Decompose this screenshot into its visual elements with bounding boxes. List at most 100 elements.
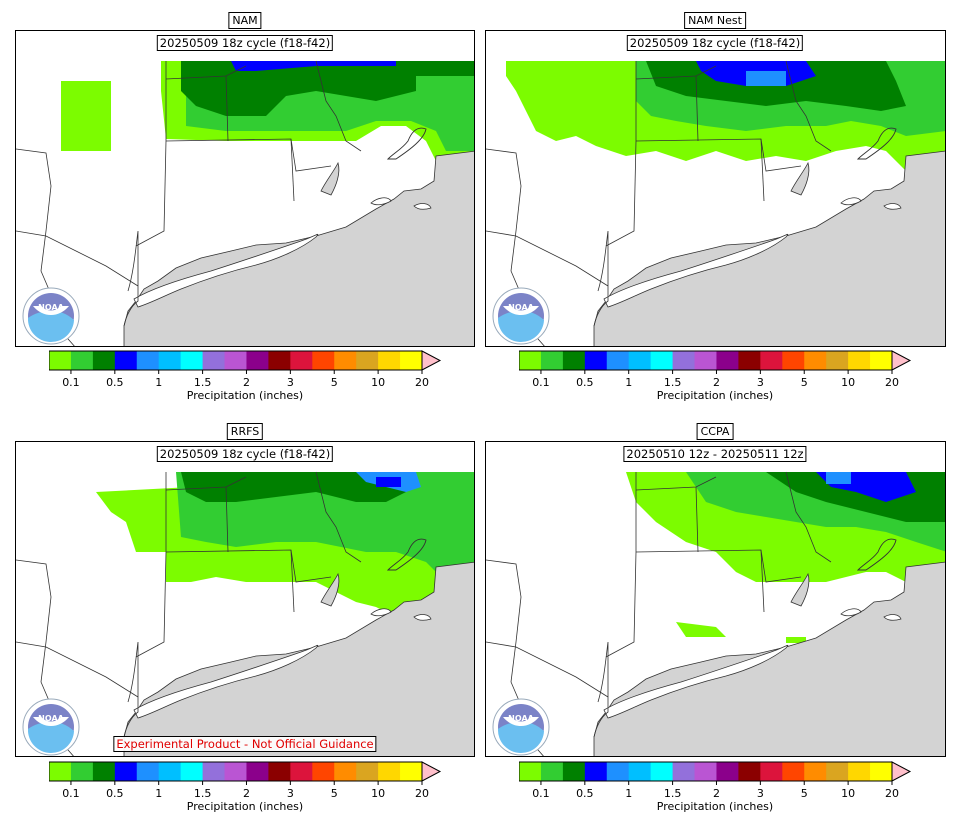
state-border [486, 641, 609, 698]
colorbar-swatch [519, 762, 542, 781]
colorbar-swatch [312, 762, 335, 781]
long-island [133, 233, 319, 308]
colorbar-swatch [224, 762, 247, 781]
precip-cell [826, 472, 851, 484]
colorbar-svg [519, 350, 912, 374]
colorbar-tick-label: 1 [155, 376, 163, 389]
colorbar-extend-arrow [421, 350, 442, 371]
colorbar-swatch [246, 351, 269, 370]
precip-cell [396, 61, 474, 76]
colorbar-swatch [290, 351, 313, 370]
panel-subtitle: 20250510 12z - 20250511 12z [623, 446, 807, 462]
colorbar-outline [49, 761, 423, 782]
colorbar-swatch [694, 351, 717, 370]
colorbar-swatch [49, 351, 72, 370]
colorbar-tick-label: 1 [155, 787, 163, 800]
hudson-coast [123, 641, 139, 738]
noaa-logo: NOAA [22, 287, 80, 345]
colorbar-tick-label: 0.1 [532, 376, 550, 389]
state-border [695, 486, 699, 553]
colorbar-tick-label: 5 [800, 787, 808, 800]
colorbar-swatch [312, 351, 335, 370]
colorbar-tick-label: 10 [841, 787, 856, 800]
colorbar-swatch [562, 351, 586, 370]
island-marthas-vineyard [840, 197, 862, 206]
colorbar-swatch [650, 351, 674, 370]
colorbar-tick-label: 3 [286, 787, 294, 800]
noaa-logo: NOAA [492, 698, 550, 756]
precip-area [181, 472, 406, 502]
colorbar-swatch [628, 351, 652, 370]
noaa-logo-text: NOAA [508, 714, 534, 723]
colorbar-swatch [246, 762, 269, 781]
noaa-logo: NOAA [22, 698, 80, 756]
colorbar-swatch [202, 351, 226, 370]
colorbar-swatch [334, 351, 357, 370]
colorbar-swatch [136, 351, 160, 370]
colorbar-tick-label: 0.5 [106, 787, 124, 800]
precip-area [181, 61, 416, 116]
noaa-logo-text: NOAA [508, 303, 534, 312]
colorbar-swatch [804, 762, 827, 781]
state-border [16, 641, 139, 698]
state-border [605, 472, 637, 658]
panel-subtitle: 20250509 18z cycle (f18-f42) [626, 35, 804, 51]
colorbar-title: Precipitation (inches) [186, 800, 304, 813]
colorbar: 0.1 0.5 1 1.5 2 3 5 10 20 Precipitation (inches) [519, 761, 919, 813]
map-nam: NOAA [16, 31, 474, 346]
colorbar-swatch [70, 351, 94, 370]
noaa-logo-gull [33, 717, 69, 726]
long-island [603, 233, 789, 308]
colorbar-tick-label: 10 [841, 376, 856, 389]
colorbar-tick-label: 10 [371, 787, 386, 800]
colorbar-swatch [268, 762, 291, 781]
colorbar-tick-label: 0.5 [576, 376, 594, 389]
colorbar-tick-label: 5 [330, 787, 338, 800]
map-rrfs: NOAA [16, 442, 474, 756]
colorbar-swatch [716, 762, 739, 781]
state-border [315, 60, 362, 152]
colorbar-extend-arrow [421, 761, 442, 782]
state-border [635, 138, 802, 172]
colorbar-swatch [202, 762, 226, 781]
colorbar-tick-label: 20 [885, 376, 899, 389]
narragansett-bay [790, 572, 810, 607]
colorbar-swatch [650, 762, 674, 781]
colorbar-swatch [114, 351, 138, 370]
island-nantucket [883, 614, 902, 621]
noaa-logo-gull [33, 306, 69, 315]
narragansett-bay [790, 161, 810, 196]
colorbar: 0.1 0.5 1 1.5 2 3 5 10 20 Precipitation (inches) [49, 761, 449, 813]
colorbar-swatch [870, 762, 893, 781]
colorbar-swatch [562, 762, 586, 781]
state-border [225, 486, 229, 553]
panel-title: NAM Nest [684, 12, 746, 29]
map-nam-nest: NOAA [486, 31, 945, 346]
narragansett-bay [320, 161, 340, 196]
island-nantucket [413, 203, 432, 210]
colorbar-swatch [540, 351, 564, 370]
colorbar-swatch [49, 762, 72, 781]
panel-title: NAM [228, 12, 262, 29]
panel-subtitle: 20250509 18z cycle (f18-f42) [156, 446, 334, 462]
cape-cod [386, 538, 427, 571]
state-border [605, 61, 637, 247]
map-ccpa: NOAA [486, 442, 945, 756]
noaa-logo-wave [497, 721, 544, 754]
state-border [16, 230, 139, 287]
map-frame-nam-nest: NOAA [485, 30, 946, 347]
map-frame-ccpa: NOAA [485, 441, 946, 757]
precip-cell [61, 81, 111, 151]
island-nantucket [883, 203, 902, 210]
colorbar-swatch [92, 351, 116, 370]
noaa-logo-text: NOAA [38, 303, 64, 312]
colorbar-tick-label: 2 [712, 376, 720, 389]
colorbar-swatch [760, 351, 783, 370]
island-marthas-vineyard [370, 197, 392, 206]
colorbar-outline [519, 350, 893, 371]
colorbar-title: Precipitation (inches) [186, 389, 304, 402]
precip-area [176, 472, 474, 592]
long-island [133, 644, 319, 719]
state-border [635, 549, 802, 583]
state-border [760, 138, 765, 202]
